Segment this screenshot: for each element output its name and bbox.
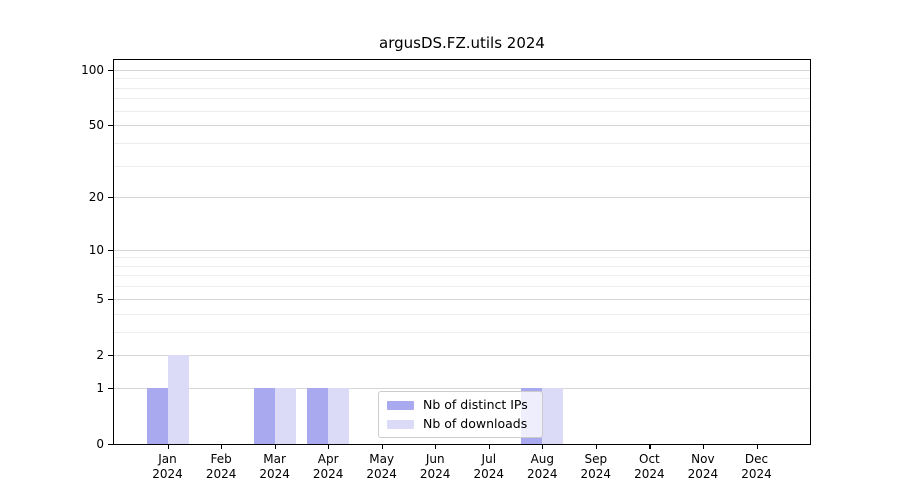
y-tick-label-2: 2: [96, 347, 104, 362]
x-tick-dec: [756, 444, 758, 449]
y-tick-2: [108, 354, 113, 357]
y-tick-5: [108, 298, 113, 300]
gridline-minor-90: [114, 78, 810, 80]
x-tick-label-jan: Jan 2024: [152, 452, 183, 481]
gridline-minor-8: [114, 265, 810, 267]
bar-distinct-ips-mar: [253, 387, 275, 444]
x-tick-label-jun: Jun 2024: [419, 452, 451, 481]
gridline-minor-70: [114, 98, 810, 100]
chart-title: argusDS.FZ.utils 2024: [379, 34, 545, 52]
y-tick-20: [108, 197, 113, 199]
legend-item-downloads: Nb of downloads: [387, 417, 542, 431]
legend-label-distinct-ips: Nb of distinct IPs: [423, 397, 528, 412]
legend-swatch-distinct-ips: [387, 400, 414, 410]
gridline-major-50: [114, 125, 810, 127]
gridline-major-100: [114, 69, 810, 71]
y-tick-label-10: 10: [88, 242, 104, 257]
plot-area: [114, 60, 810, 444]
y-tick-label-1: 1: [96, 380, 104, 395]
gridline-minor-9: [114, 257, 810, 259]
gridline-minor-3: [114, 331, 810, 333]
bar-downloads-aug: [542, 387, 564, 444]
gridline-minor-6: [114, 286, 810, 288]
y-tick-label-0: 0: [96, 437, 104, 451]
x-tick-jun: [435, 444, 437, 449]
gridline-minor-60: [114, 110, 810, 112]
bar-downloads-apr: [328, 387, 350, 444]
x-tick-jan: [167, 444, 169, 449]
x-tick-label-sep: Sep 2024: [580, 452, 612, 481]
x-tick-label-feb: Feb 2024: [205, 452, 237, 481]
legend-label-downloads: Nb of downloads: [423, 416, 528, 431]
gridline-minor-4: [114, 313, 810, 315]
gridline-major-2: [114, 354, 810, 356]
bar-downloads-jan: [167, 354, 189, 444]
legend-swatch-downloads: [387, 419, 414, 429]
y-tick-1: [108, 387, 113, 389]
x-tick-label-oct: Oct 2024: [634, 452, 665, 481]
gridline-minor-7: [114, 275, 810, 277]
x-tick-may: [381, 444, 383, 449]
bar-distinct-ips-jan: [146, 387, 168, 444]
x-tick-label-mar: Mar 2024: [259, 452, 290, 481]
x-tick-aug: [542, 444, 544, 449]
gridline-minor-40: [114, 142, 810, 144]
y-tick-label-20: 20: [88, 190, 104, 205]
y-tick-0: [108, 444, 113, 446]
legend: Nb of distinct IPs Nb of downloads: [378, 391, 543, 438]
gridline-minor-80: [114, 87, 810, 89]
bar-distinct-ips-apr: [307, 387, 329, 444]
x-tick-mar: [274, 444, 276, 449]
x-tick-sep: [595, 444, 597, 449]
x-tick-oct: [649, 444, 651, 449]
y-tick-50: [108, 125, 113, 127]
gridline-major-1: [114, 387, 810, 389]
y-tick-label-100: 100: [81, 62, 104, 77]
x-tick-feb: [221, 444, 223, 449]
x-tick-label-dec: Dec 2024: [741, 452, 772, 481]
x-tick-nov: [702, 444, 705, 449]
legend-item-distinct-ips: Nb of distinct IPs: [387, 398, 542, 412]
gridline-major-20: [114, 197, 810, 199]
gridline-minor-30: [114, 165, 810, 167]
x-tick-apr: [328, 444, 330, 449]
y-tick-10: [108, 249, 113, 251]
x-tick-jul: [488, 444, 490, 449]
y-tick-label-50: 50: [88, 118, 104, 133]
x-tick-label-apr: Apr 2024: [312, 452, 344, 481]
x-tick-label-may: May 2024: [366, 452, 397, 481]
y-tick-100: [108, 69, 113, 71]
x-tick-label-aug: Aug 2024: [527, 452, 558, 481]
x-tick-label-nov: Nov 2024: [687, 452, 719, 481]
gridline-major-10: [114, 249, 810, 251]
bar-downloads-mar: [274, 387, 296, 444]
gridline-major-5: [114, 298, 810, 300]
x-tick-label-jul: Jul 2024: [473, 452, 505, 481]
y-tick-label-5: 5: [96, 291, 104, 306]
